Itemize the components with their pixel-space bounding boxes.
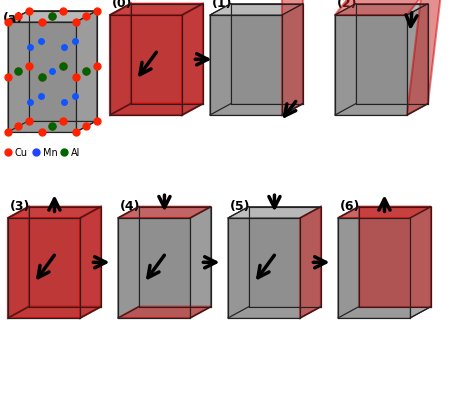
Polygon shape [8, 206, 101, 218]
Polygon shape [210, 4, 231, 115]
Text: (4): (4) [120, 200, 140, 213]
Text: (6): (6) [340, 200, 360, 213]
Text: (a): (a) [3, 12, 23, 25]
Polygon shape [110, 4, 203, 15]
Polygon shape [228, 206, 321, 218]
Polygon shape [110, 104, 203, 115]
Text: Al: Al [71, 148, 81, 158]
Polygon shape [110, 4, 131, 115]
Polygon shape [8, 11, 97, 22]
Polygon shape [407, 0, 442, 115]
Polygon shape [210, 104, 303, 115]
Polygon shape [228, 206, 249, 318]
Text: (1): (1) [212, 0, 233, 10]
Polygon shape [210, 4, 303, 15]
Polygon shape [338, 218, 410, 318]
Polygon shape [8, 218, 80, 318]
Polygon shape [118, 218, 190, 318]
Polygon shape [335, 104, 428, 115]
Polygon shape [8, 206, 29, 318]
Polygon shape [359, 206, 431, 307]
Polygon shape [335, 0, 421, 15]
Polygon shape [210, 15, 282, 115]
Polygon shape [282, 4, 303, 115]
Polygon shape [338, 307, 431, 318]
Polygon shape [80, 206, 101, 318]
Polygon shape [131, 4, 203, 104]
Text: (2): (2) [337, 0, 357, 10]
Polygon shape [338, 206, 359, 318]
Polygon shape [29, 11, 97, 121]
Polygon shape [335, 4, 428, 15]
Polygon shape [29, 206, 101, 307]
Polygon shape [118, 307, 211, 318]
Polygon shape [249, 206, 321, 307]
Polygon shape [338, 206, 431, 218]
Polygon shape [182, 4, 203, 115]
Polygon shape [300, 206, 321, 318]
Polygon shape [8, 218, 80, 318]
Polygon shape [139, 206, 211, 307]
Polygon shape [335, 15, 407, 115]
Polygon shape [131, 4, 203, 104]
Polygon shape [231, 4, 303, 104]
Polygon shape [228, 307, 321, 318]
Polygon shape [8, 307, 101, 318]
Text: (0): (0) [112, 0, 133, 10]
Polygon shape [110, 4, 131, 115]
Polygon shape [182, 4, 203, 115]
Polygon shape [300, 206, 321, 318]
Polygon shape [118, 206, 211, 218]
Polygon shape [282, 0, 303, 115]
Polygon shape [8, 206, 101, 218]
Polygon shape [359, 206, 431, 307]
Polygon shape [80, 206, 101, 318]
Polygon shape [29, 206, 101, 307]
Polygon shape [110, 15, 182, 115]
Polygon shape [8, 11, 29, 132]
Polygon shape [8, 206, 29, 318]
Polygon shape [407, 4, 428, 115]
Polygon shape [8, 307, 101, 318]
Text: Cu: Cu [15, 148, 28, 158]
Polygon shape [110, 4, 203, 15]
Polygon shape [8, 22, 76, 132]
Polygon shape [110, 104, 203, 115]
Polygon shape [8, 121, 97, 132]
Text: Mn: Mn [43, 148, 58, 158]
Polygon shape [335, 4, 356, 115]
Polygon shape [118, 206, 139, 318]
Polygon shape [110, 15, 182, 115]
Text: (5): (5) [230, 200, 250, 213]
Text: (3): (3) [10, 200, 30, 213]
Polygon shape [76, 11, 97, 132]
Polygon shape [356, 4, 428, 104]
Polygon shape [190, 206, 211, 318]
Polygon shape [410, 206, 431, 318]
Polygon shape [118, 307, 211, 318]
Polygon shape [118, 206, 211, 218]
Polygon shape [338, 206, 431, 218]
Polygon shape [228, 218, 300, 318]
